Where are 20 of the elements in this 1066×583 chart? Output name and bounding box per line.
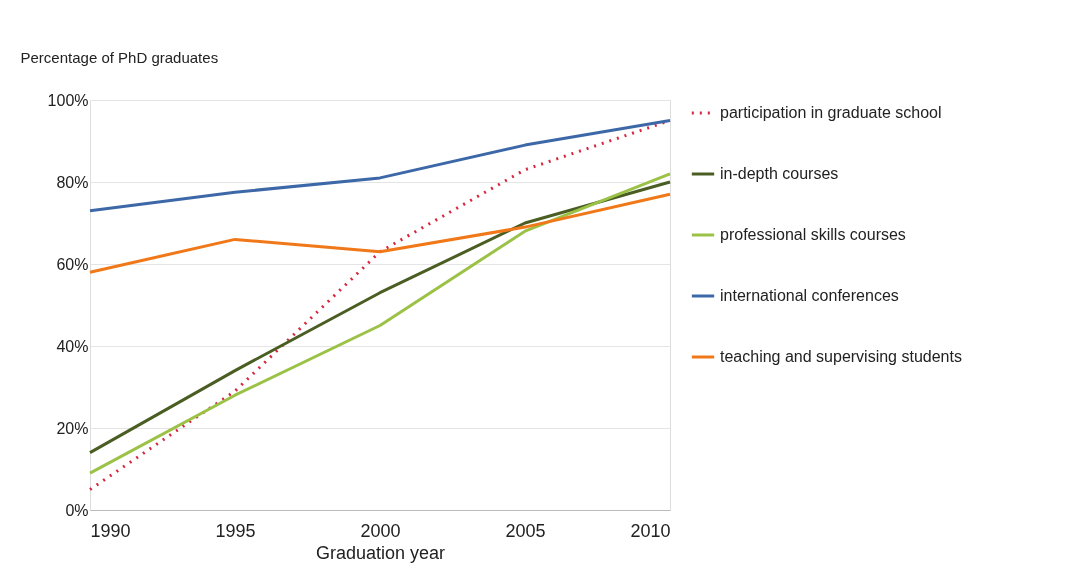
- legend-label: teaching and supervising students: [720, 348, 962, 365]
- y-axis-title: Percentage of PhD graduates: [20, 48, 219, 66]
- x-axis-title: Graduation year: [315, 542, 446, 563]
- legend-label: professional skills courses: [720, 226, 906, 243]
- legend-label: international conferences: [720, 287, 899, 304]
- x-tick-label: 2005: [505, 520, 546, 541]
- line-series: [88, 192, 672, 274]
- y-tick-label: 20%: [56, 419, 89, 437]
- x-tick-label: 2010: [630, 520, 671, 541]
- x-tick-label: 1995: [215, 520, 256, 541]
- legend-label: participation in graduate school: [720, 104, 942, 121]
- y-tick-label: 80%: [56, 173, 89, 191]
- y-tick-label: 0%: [65, 501, 89, 519]
- y-tick-label: 100%: [47, 91, 89, 109]
- y-tick-label: 60%: [56, 255, 89, 273]
- y-tick-label: 40%: [56, 337, 89, 355]
- line-series: [88, 119, 672, 213]
- legend-label: in-depth courses: [720, 165, 839, 182]
- x-tick-label: 2000: [360, 520, 401, 541]
- x-tick-label: 1990: [90, 520, 131, 541]
